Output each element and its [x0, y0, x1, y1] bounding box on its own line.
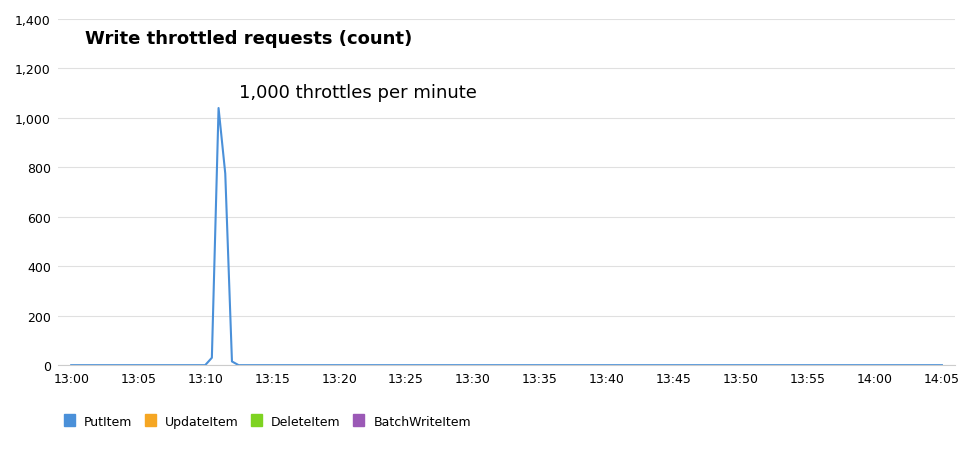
Legend: PutItem, UpdateItem, DeleteItem, BatchWriteItem: PutItem, UpdateItem, DeleteItem, BatchWr… — [64, 415, 471, 428]
Text: 1,000 throttles per minute: 1,000 throttles per minute — [238, 83, 477, 101]
Text: Write throttled requests (count): Write throttled requests (count) — [85, 30, 412, 48]
